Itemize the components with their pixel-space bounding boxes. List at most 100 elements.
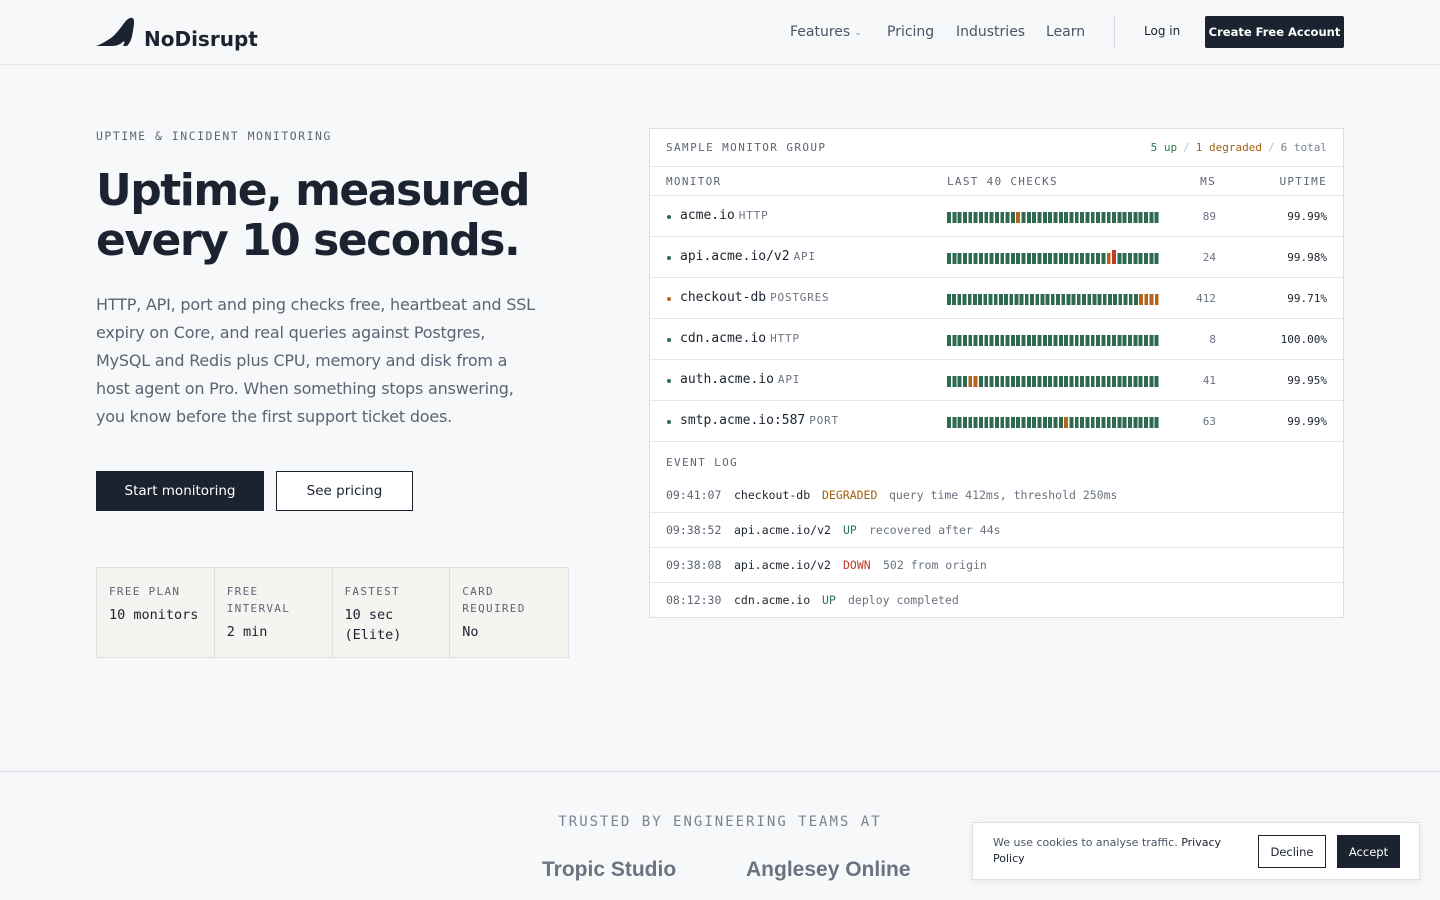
check-bar-ok <box>1128 253 1132 264</box>
monitor-uptime: 100.00% <box>1280 333 1327 346</box>
check-bar-ok <box>1037 253 1042 264</box>
check-history <box>947 335 1159 346</box>
check-bar-ok <box>957 417 962 428</box>
nav-label: Industries <box>956 24 1026 40</box>
check-bar-degraded <box>968 376 973 387</box>
check-history <box>947 250 1159 264</box>
nav-item-industries[interactable]: Industries <box>956 24 1025 40</box>
check-bar-ok <box>1154 212 1159 223</box>
check-bar-ok <box>973 253 978 264</box>
monitor-row[interactable]: api.acme.io/v2 API 24 99.98% <box>650 237 1343 278</box>
check-bar-ok <box>1071 294 1076 305</box>
section-divider <box>0 771 1440 772</box>
check-bar-ok <box>1085 376 1090 387</box>
event-log-title: EVENT LOG <box>666 456 739 469</box>
check-bar-ok <box>994 253 999 264</box>
monitor-name-text: cdn.acme.io <box>680 331 767 346</box>
check-bar-ok <box>1154 376 1159 387</box>
check-bar-ok <box>1005 417 1010 428</box>
check-bar-ok <box>957 376 962 387</box>
summary-degraded: 1 degraded <box>1195 141 1263 154</box>
event-time: 09:41:07 <box>666 488 722 502</box>
check-bar-ok <box>1014 294 1019 305</box>
nav-item-learn[interactable]: Learn <box>1046 24 1085 40</box>
monitor-row[interactable]: smtp.acme.io:587 PORT 63 99.99% <box>650 401 1343 442</box>
monitor-ms: 24 <box>1202 251 1216 264</box>
check-bar-ok <box>952 417 957 428</box>
check-bar-ok <box>1005 253 1010 264</box>
check-bar-ok <box>984 212 989 223</box>
check-bar-ok <box>984 376 989 387</box>
check-bar-ok <box>1016 253 1021 264</box>
check-bar-ok <box>1128 212 1132 223</box>
create-account-button[interactable]: Create Free Account <box>1205 16 1344 48</box>
check-bar-ok <box>1134 294 1138 305</box>
monitor-name: cdn.acme.io HTTP <box>680 331 800 346</box>
check-bar-ok <box>1026 417 1031 428</box>
monitor-ms: 63 <box>1202 415 1216 428</box>
status-dot-icon <box>667 379 671 383</box>
check-bar-degraded <box>1144 294 1149 305</box>
check-bar-ok <box>994 212 999 223</box>
monitor-ms: 89 <box>1202 210 1216 223</box>
check-bar-ok <box>1101 417 1106 428</box>
event-monitor: api.acme.io/v2 <box>734 558 831 572</box>
monitor-row[interactable]: auth.acme.io API 41 99.95% <box>650 360 1343 401</box>
check-bar-ok <box>1074 376 1079 387</box>
check-bar-ok <box>1010 212 1015 223</box>
monitor-name: smtp.acme.io:587 PORT <box>680 413 839 428</box>
nav-item-features[interactable]: Features ⌄ <box>790 24 862 40</box>
check-bar-ok <box>962 294 967 305</box>
event-monitor: api.acme.io/v2 <box>734 523 831 537</box>
check-bar-ok <box>1108 294 1112 305</box>
monitor-ms: 8 <box>1209 333 1216 346</box>
check-bar-ok <box>1096 417 1101 428</box>
check-bar-ok <box>1117 253 1122 264</box>
decline-cookies-button[interactable]: Decline <box>1258 835 1326 868</box>
check-bar-ok <box>952 294 956 305</box>
check-bar-ok <box>1069 253 1074 264</box>
col-uptime: UPTIME <box>1279 175 1327 188</box>
check-bar-ok <box>952 212 957 223</box>
check-bar-ok <box>1000 417 1005 428</box>
check-bar-ok <box>1074 417 1079 428</box>
start-monitoring-button[interactable]: Start monitoring <box>96 471 264 511</box>
check-bar-ok <box>1042 253 1047 264</box>
check-bar-ok <box>1092 294 1097 305</box>
monitor-row[interactable]: acme.io HTTP 89 99.99% <box>650 196 1343 237</box>
monitor-row[interactable]: cdn.acme.io HTTP 8 100.00% <box>650 319 1343 360</box>
monitor-rows: acme.io HTTP 89 99.99% api.acme.io/v2 API 24 99… <box>650 196 1343 442</box>
hero-title-line-2: every 10 seconds. <box>96 215 521 266</box>
event-message: query time 412ms, threshold 250ms <box>889 488 1118 502</box>
check-bar-ok <box>1080 253 1085 264</box>
check-bar-ok <box>952 253 957 264</box>
event-message: deploy completed <box>848 593 959 607</box>
check-bar-ok <box>1040 294 1045 305</box>
check-bar-ok <box>1090 376 1095 387</box>
check-bar-ok <box>1106 376 1111 387</box>
see-pricing-button[interactable]: See pricing <box>276 471 413 511</box>
login-link[interactable]: Log in <box>1144 24 1181 38</box>
check-bar-ok <box>1064 253 1069 264</box>
logo[interactable]: NoDisrupt <box>96 17 258 51</box>
check-bar-degraded <box>1154 294 1159 305</box>
privacy-policy-link[interactable]: Privacy Policy <box>993 836 1222 865</box>
check-bar-ok <box>1010 417 1015 428</box>
nav-label: Pricing <box>887 24 935 40</box>
event-time: 09:38:52 <box>666 523 722 537</box>
monitor-name-text: checkout-db <box>680 290 767 305</box>
check-bar-ok <box>994 376 999 387</box>
check-bar-ok <box>967 294 972 305</box>
col-monitor: MONITOR <box>666 175 722 188</box>
event-log-row: 08:12:30 cdn.acme.io UP deploy completed <box>650 583 1343 618</box>
fact-card-required: CARD REQUIRED No <box>450 568 568 657</box>
check-bar-ok <box>1144 417 1148 428</box>
check-bar-ok <box>984 417 989 428</box>
check-bar-ok <box>1128 335 1132 346</box>
event-message: 502 from origin <box>883 558 987 572</box>
monitor-row[interactable]: checkout-db POSTGRES 412 99.71% <box>650 278 1343 319</box>
nav-item-pricing[interactable]: Pricing <box>887 24 934 40</box>
accept-cookies-button[interactable]: Accept <box>1337 835 1400 868</box>
monitor-type: API <box>793 250 816 263</box>
check-history <box>947 417 1159 428</box>
